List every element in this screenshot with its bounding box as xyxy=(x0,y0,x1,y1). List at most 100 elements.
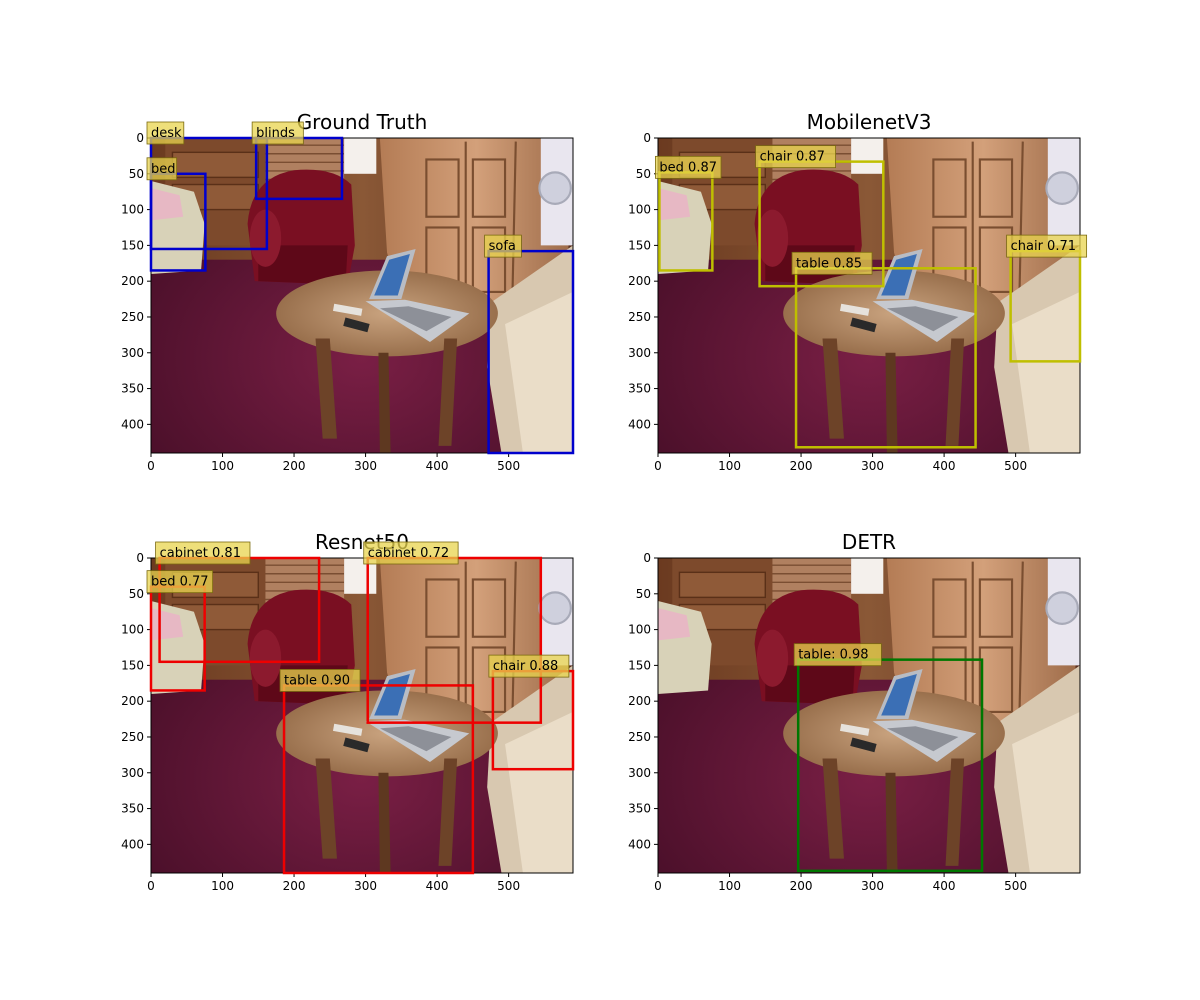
detection-box xyxy=(487,249,575,455)
y-tick-label: 0 xyxy=(136,131,144,145)
y-tick-label: 50 xyxy=(636,587,651,601)
y-tick-label: 350 xyxy=(121,382,144,396)
y-tick-label: 200 xyxy=(628,694,651,708)
y-tick-label: 50 xyxy=(636,167,651,181)
detection-box xyxy=(796,658,984,873)
detection-label-bg xyxy=(793,643,882,667)
x-tick-label: 400 xyxy=(933,459,956,473)
y-tick-label: 150 xyxy=(121,238,144,252)
x-tick-label: 0 xyxy=(147,879,155,893)
y-tick-label: 50 xyxy=(129,587,144,601)
x-tick-label: 400 xyxy=(426,879,449,893)
y-tick-label: 250 xyxy=(121,310,144,324)
y-tick-label: 100 xyxy=(121,203,144,217)
detection-label: bed 0.87 xyxy=(659,160,717,175)
x-tick-label: 300 xyxy=(354,459,377,473)
detection-label: blinds xyxy=(256,126,295,141)
detection-label: table 0.90 xyxy=(284,673,350,688)
detection-label-bg xyxy=(755,145,836,169)
detection-label: cabinet 0.81 xyxy=(160,546,241,561)
x-tick-label: 500 xyxy=(497,459,520,473)
x-tick-label: 500 xyxy=(497,879,520,893)
y-tick-label: 100 xyxy=(628,623,651,637)
x-tick-label: 0 xyxy=(147,459,155,473)
detection-label-bg xyxy=(146,157,178,181)
room-photo xyxy=(151,558,573,873)
detection-label: chair 0.71 xyxy=(1011,239,1076,254)
x-tick-label: 100 xyxy=(718,879,741,893)
x-tick-label: 200 xyxy=(283,879,306,893)
detection-label: chair 0.88 xyxy=(493,659,558,674)
detection-label-bg xyxy=(155,541,251,565)
y-tick-label: 350 xyxy=(628,382,651,396)
y-tick-label: 0 xyxy=(136,551,144,565)
panel-2: MobilenetV3 0 100 200 300 400 500 0 50 100 150 200 2… xyxy=(628,110,1088,473)
detection-box xyxy=(282,684,475,875)
x-tick-label: 500 xyxy=(1004,459,1027,473)
detection-box xyxy=(794,267,977,449)
y-tick-label: 200 xyxy=(121,274,144,288)
y-tick-label: 200 xyxy=(121,694,144,708)
x-tick-label: 400 xyxy=(933,879,956,893)
panel-4: DETR 0 100 200 300 400 500 0 50 100 150 200 250 300 35… xyxy=(628,530,1081,893)
y-tick-label: 150 xyxy=(121,658,144,672)
y-tick-label: 0 xyxy=(643,551,651,565)
x-tick-label: 300 xyxy=(354,879,377,893)
y-tick-label: 0 xyxy=(643,131,651,145)
y-tick-label: 250 xyxy=(121,730,144,744)
detection-label: sofa xyxy=(489,239,516,254)
panel-1: Ground Truth 0 100 200 300 400 500 0 50 100 150 200… xyxy=(121,110,575,473)
x-tick-label: 200 xyxy=(283,459,306,473)
detection-label-bg xyxy=(146,570,213,594)
x-tick-label: 500 xyxy=(1004,879,1027,893)
detection-label-bg xyxy=(655,155,722,179)
y-tick-label: 400 xyxy=(628,837,651,851)
detection-label-bg xyxy=(146,121,185,145)
detection-box xyxy=(149,172,207,272)
y-tick-label: 100 xyxy=(121,623,144,637)
y-tick-label: 350 xyxy=(121,802,144,816)
x-tick-label: 200 xyxy=(790,459,813,473)
detection-label-bg xyxy=(251,121,304,145)
detection-label: cabinet 0.72 xyxy=(368,546,449,561)
y-tick-label: 50 xyxy=(129,167,144,181)
y-tick-label: 400 xyxy=(121,417,144,431)
x-tick-label: 400 xyxy=(426,459,449,473)
y-tick-label: 300 xyxy=(121,346,144,360)
detection-label: bed 0.77 xyxy=(151,575,209,590)
room-photo xyxy=(151,138,573,453)
x-tick-label: 100 xyxy=(211,879,234,893)
x-tick-label: 300 xyxy=(861,879,884,893)
detection-label: table 0.85 xyxy=(796,256,862,271)
detection-label-bg xyxy=(363,541,459,565)
y-tick-label: 250 xyxy=(628,730,651,744)
detection-label: desk xyxy=(151,126,182,141)
detection-label: bed xyxy=(151,162,176,177)
y-tick-label: 400 xyxy=(121,837,144,851)
x-tick-label: 300 xyxy=(861,459,884,473)
y-tick-label: 300 xyxy=(121,766,144,780)
x-tick-label: 100 xyxy=(718,459,741,473)
y-tick-label: 150 xyxy=(628,238,651,252)
x-tick-label: 200 xyxy=(790,879,813,893)
y-tick-label: 100 xyxy=(628,203,651,217)
panel-title: Ground Truth xyxy=(297,110,428,134)
y-tick-label: 250 xyxy=(628,310,651,324)
detection-label: table: 0.98 xyxy=(798,648,868,663)
room-photo xyxy=(658,558,1080,873)
y-tick-label: 150 xyxy=(628,658,651,672)
y-tick-label: 200 xyxy=(628,274,651,288)
y-tick-label: 350 xyxy=(628,802,651,816)
detection-label-bg xyxy=(484,234,522,258)
panel-title: MobilenetV3 xyxy=(807,110,932,134)
y-tick-label: 300 xyxy=(628,766,651,780)
room-photo xyxy=(658,138,1080,453)
detection-label-bg xyxy=(279,669,361,692)
y-tick-label: 400 xyxy=(628,417,651,431)
x-tick-label: 0 xyxy=(654,459,662,473)
detection-label-bg xyxy=(488,654,570,678)
x-tick-label: 100 xyxy=(211,459,234,473)
axes-frame xyxy=(657,557,1081,874)
